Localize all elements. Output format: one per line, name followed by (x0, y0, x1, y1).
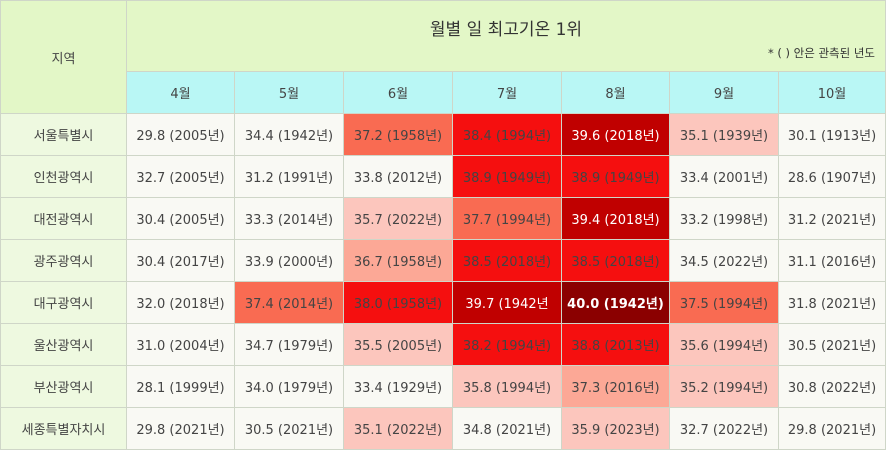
region-cell: 광주광역시 (0, 239, 127, 282)
temp-cell: 37.5 (1994년) (669, 281, 779, 324)
temp-cell: 34.4 (1942년) (234, 113, 344, 156)
temp-cell: 31.8 (2021년) (777, 281, 886, 324)
temp-cell: 32.7 (2005년) (126, 155, 235, 198)
temp-cell: 38.8 (2013년) (561, 323, 670, 366)
temp-cell: 38.2 (1994년) (452, 323, 562, 366)
temp-cell: 31.2 (2021년) (777, 197, 886, 240)
temp-cell: 29.8 (2021년) (126, 407, 235, 450)
temp-cell: 35.9 (2023년) (561, 407, 670, 450)
month-header: 10월 (777, 71, 886, 114)
temp-cell: 35.6 (1994년) (669, 323, 779, 366)
temp-cell: 37.7 (1994년) (452, 197, 562, 240)
month-header: 9월 (669, 71, 779, 114)
temp-cell: 34.8 (2021년) (452, 407, 562, 450)
month-header: 4월 (126, 71, 235, 114)
table-row: 세종특별자치시 29.8 (2021년) 30.5 (2021년) 35.1 (… (0, 407, 886, 450)
month-header: 8월 (561, 71, 670, 114)
month-header: 6월 (343, 71, 453, 114)
temp-cell: 40.0 (1942년) (561, 281, 670, 324)
region-cell: 서울특별시 (0, 113, 127, 156)
temp-cell: 33.8 (2012년) (343, 155, 453, 198)
temp-cell: 33.2 (1998년) (669, 197, 779, 240)
region-cell: 대전광역시 (0, 197, 127, 240)
temp-cell: 34.7 (1979년) (234, 323, 344, 366)
month-header: 7월 (452, 71, 562, 114)
temp-cell: 39.6 (2018년) (561, 113, 670, 156)
temp-cell: 39.7 (1942년 (452, 281, 562, 324)
table-row: 광주광역시 30.4 (2017년) 33.9 (2000년) 36.7 (19… (0, 239, 886, 282)
temp-cell: 33.4 (2001년) (669, 155, 779, 198)
region-cell: 인천광역시 (0, 155, 127, 198)
temp-cell: 35.8 (1994년) (452, 365, 562, 408)
temp-cell: 30.4 (2005년) (126, 197, 235, 240)
temp-cell: 28.6 (1907년) (777, 155, 886, 198)
table-row: 울산광역시 31.0 (2004년) 34.7 (1979년) 35.5 (20… (0, 323, 886, 366)
temp-cell: 31.2 (1991년) (234, 155, 344, 198)
temp-cell: 34.5 (2022년) (669, 239, 779, 282)
table-title-cell: 월별 일 최고기온 1위 * ( ) 안은 관측된 년도 (125, 0, 886, 72)
temp-cell: 33.3 (2014년) (234, 197, 344, 240)
temp-cell: 29.8 (2005년) (126, 113, 235, 156)
temp-cell: 33.9 (2000년) (234, 239, 344, 282)
temp-cell: 30.1 (1913년) (777, 113, 886, 156)
temp-cell: 35.7 (2022년) (343, 197, 453, 240)
temp-cell: 37.2 (1958년) (343, 113, 453, 156)
region-cell: 울산광역시 (0, 323, 127, 366)
region-column-header: 지역 (0, 0, 127, 114)
table-row: 부산광역시 28.1 (1999년) 34.0 (1979년) 33.4 (19… (0, 365, 886, 408)
temp-cell: 35.5 (2005년) (343, 323, 453, 366)
temp-cell: 38.4 (1994년) (452, 113, 562, 156)
table-row: 대구광역시 32.0 (2018년) 37.4 (2014년) 38.0 (19… (0, 281, 886, 324)
temp-cell: 38.5 (2018년) (561, 239, 670, 282)
temp-cell: 32.7 (2022년) (669, 407, 779, 450)
table-row: 인천광역시 32.7 (2005년) 31.2 (1991년) 33.8 (20… (0, 155, 886, 198)
temp-cell: 30.5 (2021년) (777, 323, 886, 366)
table-row: 서울특별시 29.8 (2005년) 34.4 (1942년) 37.2 (19… (0, 113, 886, 156)
temp-cell: 36.7 (1958년) (343, 239, 453, 282)
temp-cell: 29.8 (2021년) (777, 407, 886, 450)
temp-cell: 34.0 (1979년) (234, 365, 344, 408)
temp-cell: 35.2 (1994년) (669, 365, 779, 408)
temp-cell: 30.5 (2021년) (234, 407, 344, 450)
temp-cell: 38.0 (1958년) (343, 281, 453, 324)
temp-cell: 31.1 (2016년) (777, 239, 886, 282)
temp-cell: 37.4 (2014년) (234, 281, 344, 324)
region-cell: 대구광역시 (0, 281, 127, 324)
table-row: 대전광역시 30.4 (2005년) 33.3 (2014년) 35.7 (20… (0, 197, 886, 240)
year-note: * ( ) 안은 관측된 년도 (767, 46, 876, 60)
temp-cell: 28.1 (1999년) (126, 365, 235, 408)
temp-cell: 38.9 (1949년) (561, 155, 670, 198)
temp-cell: 38.5 (2018년) (452, 239, 562, 282)
temp-cell: 38.9 (1949년) (452, 155, 562, 198)
temp-cell: 35.1 (2022년) (343, 407, 453, 450)
table-title: 월별 일 최고기온 1위 (429, 20, 583, 40)
temp-cell: 35.1 (1939년) (669, 113, 779, 156)
temp-cell: 39.4 (2018년) (561, 197, 670, 240)
region-cell: 부산광역시 (0, 365, 127, 408)
temp-cell: 30.4 (2017년) (126, 239, 235, 282)
temp-cell: 33.4 (1929년) (343, 365, 453, 408)
temp-cell: 37.3 (2016년) (561, 365, 670, 408)
region-cell: 세종특별자치시 (0, 407, 127, 450)
temp-cell: 30.8 (2022년) (777, 365, 886, 408)
month-header: 5월 (234, 71, 344, 114)
temp-cell: 31.0 (2004년) (126, 323, 235, 366)
temp-cell: 32.0 (2018년) (126, 281, 235, 324)
